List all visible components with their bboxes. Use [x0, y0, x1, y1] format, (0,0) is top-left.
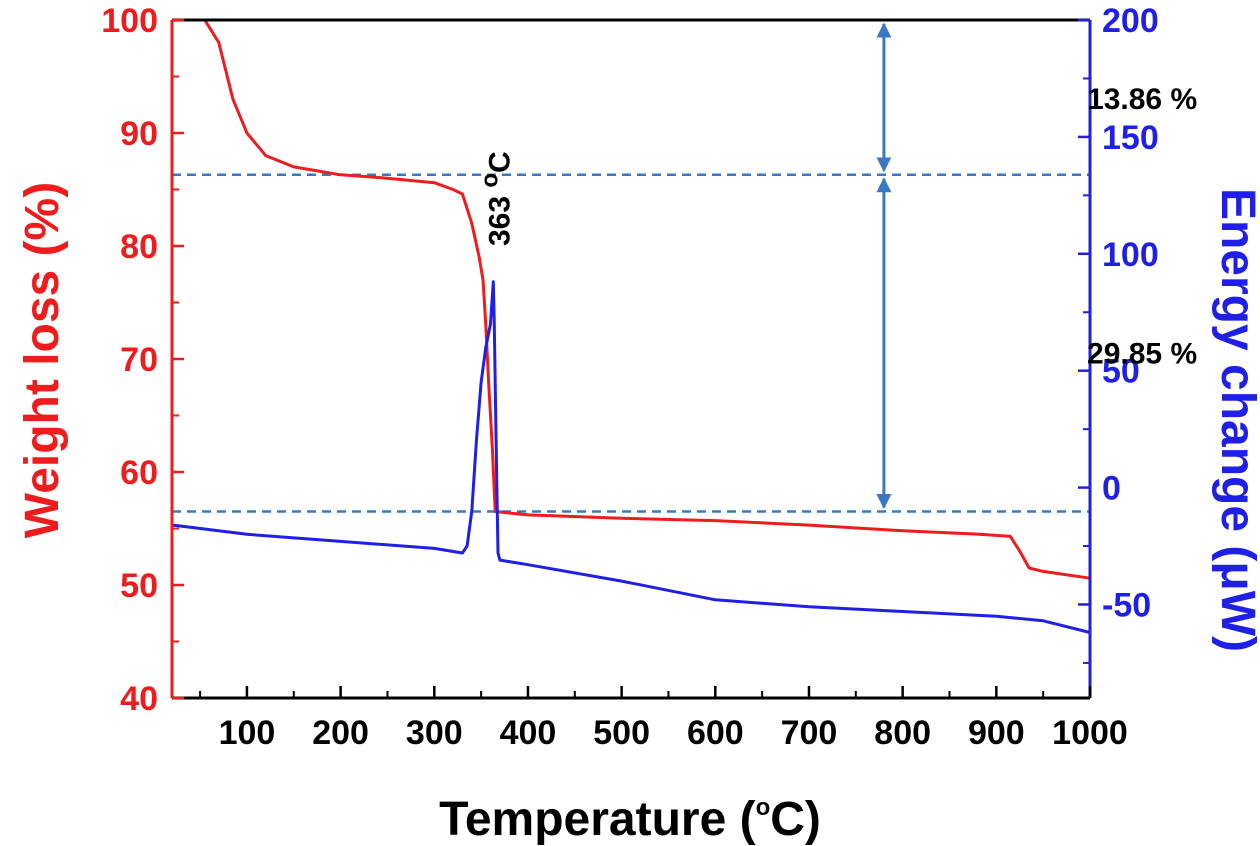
right-y-tick-label-0: 0	[1102, 470, 1121, 508]
annotation-layer: 13.86 % 29.85 % 363 oC	[476, 83, 1197, 370]
x-tick-label-800: 800	[874, 714, 931, 752]
x-tick-label-300: 300	[406, 714, 463, 752]
right-y-tick-label-50: 50	[1102, 353, 1140, 391]
weight-loss-series-line	[172, 18, 1091, 580]
percent-annotation-0: 13.86 %	[1087, 83, 1197, 116]
x-tick-label-500: 500	[593, 714, 650, 752]
percent-annotation-1: 29.85 %	[1087, 337, 1197, 370]
energy-change-series-line	[171, 280, 1091, 634]
left-y-tick-label-40: 40	[120, 680, 158, 718]
x-tick-label-100: 100	[219, 714, 276, 752]
tick-layer: 100 200 300 400 500 600 700 800 900 1000405060708…	[101, 2, 1158, 752]
x-axis-title: Temperature (oC)	[439, 793, 821, 846]
x-tick-label-600: 600	[687, 714, 744, 752]
series-layer	[171, 18, 1091, 634]
left-y-tick-label-70: 70	[120, 341, 158, 379]
left-y-tick-label-50: 50	[120, 567, 158, 605]
right-y-tick-label-100: 100	[1102, 236, 1159, 274]
right-y-tick-label-150: 150	[1102, 119, 1159, 157]
left-y-tick-label-60: 60	[120, 454, 158, 492]
left-y-axis-title: Weight loss (%)	[16, 182, 69, 538]
reference-layer	[172, 22, 1090, 513]
axes-frame	[170, 18, 1092, 700]
x-tick-label-1000: 1000	[1052, 714, 1128, 752]
x-tick-label-200: 200	[312, 714, 369, 752]
peak-temperature-label: 363 oC	[476, 151, 516, 246]
left-y-tick-label-100: 100	[101, 2, 158, 40]
x-tick-label-900: 900	[968, 714, 1025, 752]
left-y-tick-label-80: 80	[120, 228, 158, 266]
right-y-tick-label--50: -50	[1102, 586, 1151, 624]
right-y-axis-title: Energy change (μW)	[1211, 188, 1260, 652]
x-tick-label-400: 400	[500, 714, 557, 752]
right-y-tick-label-200: 200	[1102, 2, 1159, 40]
left-y-tick-label-90: 90	[120, 115, 158, 153]
x-tick-label-700: 700	[781, 714, 838, 752]
